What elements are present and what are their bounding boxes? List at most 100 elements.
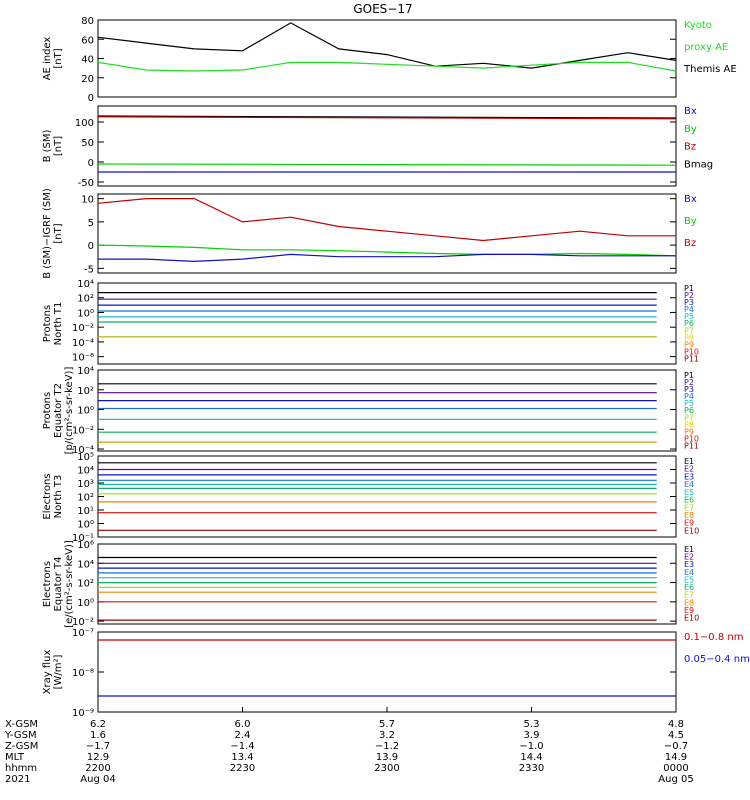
y-tick-label: 10⁻⁴: [72, 338, 94, 349]
legend-entry: E8: [684, 598, 694, 607]
orbit-row-label: hhmm: [5, 763, 37, 774]
legend-entry: E6: [684, 583, 694, 592]
y-axis-label: [p/(cm²-s-sr-keV)]: [64, 367, 75, 455]
legend-entry: E6: [684, 496, 694, 505]
y-tick-label: 5: [88, 218, 94, 229]
legend-entry: P10: [684, 347, 699, 356]
legend-entry: E1: [684, 545, 694, 554]
panel-frame: [97, 282, 677, 365]
panel-5: 10⁴ 10² 10⁰ 10⁻² 10⁻⁴ Protons Equator T2 [p/(cm…: [42, 366, 699, 456]
legend-entry: P3: [684, 298, 694, 307]
y-tick-label: 10²: [77, 386, 94, 397]
orbit-cell: −1.2: [375, 741, 399, 752]
legend-entry: E3: [684, 560, 694, 569]
y-axis-label: Protons: [42, 392, 53, 429]
orbit-row-label: X-GSM: [5, 719, 38, 730]
y-axis-label: Electrons: [42, 473, 53, 519]
legend-entry: 0.1−0.8 nm: [684, 632, 743, 643]
y-axis-label: [W/m²]: [53, 654, 64, 689]
panel-frame: [97, 455, 677, 538]
y-axis-label: Electrons: [42, 561, 53, 607]
legend-entry: Bz: [684, 142, 696, 153]
panel-2: -50 0 50 100 B (SM) [nT] Bx By Bz Bmag: [42, 105, 713, 189]
legend-entry: E1: [684, 457, 694, 466]
y-tick-label: 10⁰: [77, 308, 94, 319]
y-axis-label: B (SM)−IGRF (SM): [42, 188, 53, 279]
panel-7: 10⁶ 10⁴ 10² 10⁰ 10⁻² Electrons Equator T4 [e/(c…: [42, 540, 699, 628]
y-tick-label: 10²: [77, 294, 94, 305]
orbit-cell: 4.5: [668, 730, 684, 741]
y-axis-label: North T1: [53, 302, 64, 346]
y-tick-label: 10⁰: [77, 598, 94, 609]
y-tick-label: 10²: [77, 493, 94, 504]
legend-entry: Themis AE: [683, 64, 737, 75]
y-tick-label: 10⁻⁷: [72, 628, 94, 639]
orbit-cell: 1.6: [90, 730, 106, 741]
legend-entry: Bx: [684, 106, 697, 117]
orbit-cell: 2.4: [235, 730, 251, 741]
legend-entry: By: [684, 216, 697, 227]
y-tick-label: 10⁵: [77, 452, 94, 463]
y-tick-label: 10: [81, 195, 94, 206]
legend-entry: E2: [684, 553, 694, 562]
legend-entry: P5: [684, 399, 694, 408]
panel-1: 0 20 40 60 80 AE index [nT] Kyoto proxy AE Themis…: [42, 16, 737, 104]
y-tick-label: -50: [78, 178, 94, 189]
legend-entry: Bmag: [684, 159, 713, 170]
time-axis: [97, 707, 677, 712]
legend-entry: E8: [684, 511, 694, 520]
legend-entry: P1: [684, 284, 694, 293]
y-tick-label: 100: [75, 118, 94, 129]
legend-entry: E10: [684, 614, 699, 623]
y-tick-label: 10⁰: [77, 406, 94, 417]
series-line-themis-ae: [97, 22, 677, 69]
legend-entry: E9: [684, 519, 694, 528]
y-tick-label: 0: [88, 93, 94, 104]
legend-entry: E10: [684, 526, 699, 535]
legend-entry: P7: [684, 413, 694, 422]
panel-frame: [97, 369, 677, 452]
orbit-row-label: 2021: [5, 774, 30, 785]
series-line-bz: [97, 116, 677, 120]
y-axis-label: North T3: [53, 475, 64, 519]
y-tick-label: 10⁻²: [72, 323, 94, 334]
y-axis-label: [nT]: [53, 223, 64, 243]
y-tick-label: 10⁻¹: [72, 533, 94, 544]
y-tick-label: 10⁴: [77, 366, 94, 377]
orbit-cell: 0000: [663, 763, 688, 774]
orbit-cell: −0.7: [664, 741, 688, 752]
legend-entry: By: [684, 124, 697, 135]
panel-8: 10⁻⁷ 10⁻⁸ 10⁻⁹ Xray flux [W/m²] 0.1−0.8 nm 0.0…: [42, 628, 750, 719]
orbit-table: X-GSM 6.2 6.0 5.7 5.3 4.8 Y-GSM 1.6 2.4 3.2 3.9 4.5…: [4, 719, 694, 785]
legend-entry: 0.05−0.4 nm: [684, 654, 750, 665]
orbit-cell: 13.9: [376, 752, 398, 763]
y-tick-label: 10⁻⁹: [72, 708, 94, 719]
series-line-bx: [98, 253, 676, 263]
legend-entry: E7: [684, 503, 694, 512]
y-tick-label: 40: [81, 55, 94, 66]
y-tick-label: 60: [81, 35, 94, 46]
legend-entry: P8: [684, 420, 694, 429]
orbit-cell: 5.7: [379, 719, 395, 730]
legend-entry: P6: [684, 319, 694, 328]
orbit-row-label: MLT: [5, 752, 25, 763]
orbit-cell: 2200: [85, 763, 110, 774]
y-tick-label: 10⁻⁴: [72, 445, 94, 456]
orbit-row-label: Y-GSM: [4, 730, 37, 741]
y-tick-label: 0: [88, 241, 94, 252]
y-tick-label: 10⁻²: [72, 617, 94, 628]
orbit-cell: 6.0: [235, 719, 251, 730]
legend-entry: P4: [684, 305, 694, 314]
orbit-cell: −1.7: [86, 741, 110, 752]
y-tick-label: 10²: [77, 579, 94, 590]
series-line-bz: [97, 198, 676, 242]
y-axis-label: [e/(cm²-s-sr-keV)]: [64, 540, 75, 628]
orbit-cell: −1.0: [519, 741, 543, 752]
series-line-kyoto-proxy-ae: [97, 61, 677, 72]
legend-entry: Bz: [684, 238, 696, 249]
legend-entry: proxy AE: [684, 42, 728, 53]
orbit-cell: 14.4: [520, 752, 542, 763]
legend-entry: P1: [684, 371, 694, 380]
legend-entry: E4: [684, 568, 694, 577]
